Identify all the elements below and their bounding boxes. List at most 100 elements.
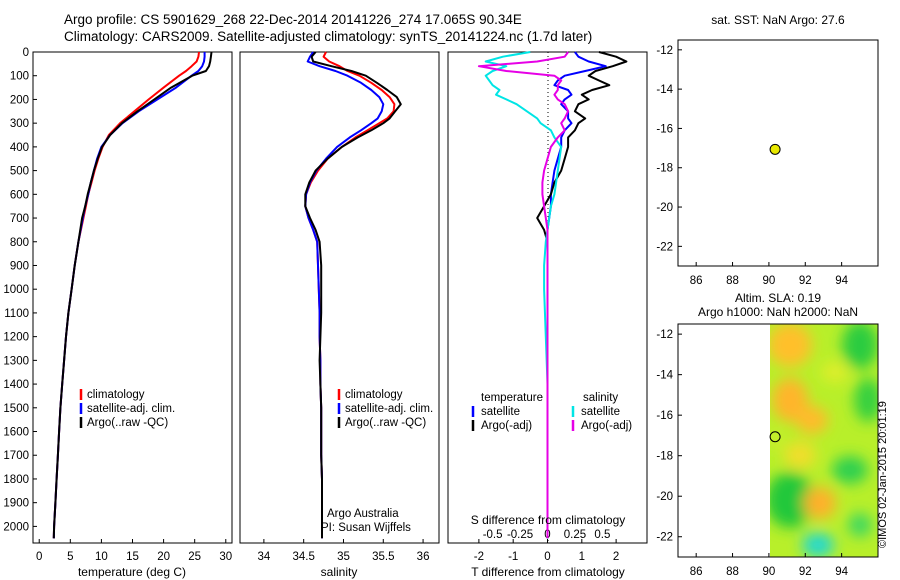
- xtick-label-30: 30: [219, 551, 232, 563]
- argo-position-marker: [769, 431, 781, 443]
- legend-label-argo-raw-qc: Argo(..raw -QC): [87, 417, 168, 429]
- sla-map-title-1: Altim. SLA: 0.19: [735, 291, 821, 305]
- map-ytick-label-12: -12: [656, 329, 673, 341]
- series-line-climatology: [52, 51, 200, 539]
- legend-label-satellite-adj-clim: satellite-adj. clim.: [345, 403, 433, 415]
- xtick-label-35: 35: [337, 551, 350, 563]
- temperature-xlabel: temperature (deg C): [78, 565, 186, 579]
- series-line-temperature-argo-adj: [536, 51, 628, 539]
- xtick-label-2: -2: [474, 551, 484, 563]
- ytick-label-900: 900: [10, 260, 29, 272]
- ytick-label-1600: 1600: [3, 427, 29, 439]
- map-ytick-label-16: -16: [656, 123, 673, 135]
- title-line-2: Climatology: CARS2009. Satellite-adjuste…: [64, 29, 593, 44]
- title-line-1: Argo profile: CS 5901629_268 22-Dec-2014…: [64, 12, 522, 27]
- map-ytick-label-12: -12: [656, 45, 673, 57]
- stick-label-0-25: -0.25: [507, 529, 533, 541]
- salinity-panel: 34 34.5 35 35.5 36 salinity climatology satel…: [239, 51, 440, 579]
- xtick-label-15: 15: [126, 551, 139, 563]
- map-xtick-label-88: 88: [726, 566, 739, 578]
- legend-label-temperature-satellite: satellite: [481, 406, 520, 418]
- imos-timestamp: ©IMOS 02-Jan-2015 20:01:19: [877, 401, 889, 548]
- map-xtick-label-94: 94: [835, 566, 848, 578]
- difference-legend: temperature satellite Argo(-adj) salinity sa…: [471, 392, 632, 432]
- sla-map-frame: [677, 323, 879, 558]
- map-ytick-label-18: -18: [656, 451, 673, 463]
- map-ytick-label-14: -14: [656, 84, 673, 96]
- map-ytick-label-22: -22: [656, 532, 673, 544]
- map-xtick-label-90: 90: [763, 275, 776, 287]
- ytick-label-800: 800: [10, 237, 29, 249]
- xtick-label-20: 20: [157, 551, 170, 563]
- ytick-label-0: 0: [23, 47, 29, 59]
- ytick-label-500: 500: [10, 166, 29, 178]
- difference-panel: -2 -1 0 1 2-0.5 -0.25 0 0.25 0.5 S difference fr…: [447, 51, 648, 579]
- xtick-label-0: 0: [36, 551, 42, 563]
- map-ytick-label-14: -14: [656, 370, 673, 382]
- map-xtick-label-86: 86: [690, 566, 703, 578]
- xtick-label-34-5: 34.5: [292, 551, 314, 563]
- ytick-label-100: 100: [10, 71, 29, 83]
- sla-map-title-2: Argo h1000: NaN h2000: NaN: [698, 305, 858, 319]
- legend-group-title-temperature: temperature: [481, 392, 543, 404]
- legend-label-salinity-argo-adj: Argo(-adj): [581, 420, 632, 432]
- temperature-legend: climatology satellite-adj. clim. Argo(..ra…: [79, 389, 175, 429]
- ytick-label-1400: 1400: [3, 379, 29, 391]
- legend-label-climatology: climatology: [87, 389, 145, 401]
- ytick-label-1800: 1800: [3, 474, 29, 486]
- salinity-legend: climatology satellite-adj. clim. Argo(..ra…: [337, 389, 433, 429]
- ytick-label-1500: 1500: [3, 403, 29, 415]
- xtick-label-5: 5: [67, 551, 73, 563]
- legend-label-satellite-adj-clim: satellite-adj. clim.: [87, 403, 175, 415]
- stick-label-0-25: 0.25: [564, 529, 586, 541]
- xtick-label-0: 0: [544, 551, 550, 563]
- sst-map-title: sat. SST: NaN Argo: 27.6: [711, 13, 845, 27]
- stick-label-0-5: 0.5: [594, 529, 610, 541]
- stick-label-0-5: -0.5: [483, 529, 503, 541]
- sla-heatmap: [770, 324, 878, 557]
- argo-position-marker: [769, 143, 781, 155]
- series-line-satellite-adj-clim: [52, 52, 206, 539]
- map-xtick-label-94: 94: [835, 275, 848, 287]
- xtick-label-36: 36: [417, 551, 430, 563]
- ytick-label-1000: 1000: [3, 284, 29, 296]
- xtick-label-35-5: 35.5: [372, 551, 394, 563]
- legend-label-argo-raw-qc: Argo(..raw -QC): [345, 417, 426, 429]
- sst-map-frame: [677, 39, 879, 267]
- xtick-label-1: -1: [508, 551, 518, 563]
- xtick-label-25: 25: [188, 551, 201, 563]
- sla-map-panel: Altim. SLA: 0.19 Argo h1000: NaN h2000: …: [656, 291, 879, 578]
- map-xtick-label-92: 92: [799, 566, 812, 578]
- ytick-label-1900: 1900: [3, 498, 29, 510]
- argo-australia-label: Argo Australia: [327, 508, 399, 520]
- map-xtick-label-92: 92: [799, 275, 812, 287]
- legend-label-climatology: climatology: [345, 389, 403, 401]
- map-xtick-label-86: 86: [690, 275, 703, 287]
- ytick-label-1100: 1100: [4, 308, 29, 320]
- map-xtick-label-88: 88: [726, 275, 739, 287]
- map-ytick-label-20: -20: [656, 491, 673, 503]
- map-ytick-label-20: -20: [656, 202, 673, 214]
- series-line-satellite-adj-clim: [304, 51, 385, 539]
- t-difference-xlabel: T difference from climatology: [471, 565, 625, 579]
- series-line-argo-raw-qc: [304, 51, 402, 539]
- sst-map-panel: sat. SST: NaN Argo: 27.6 -12 -14 -16 -18 -20…: [656, 13, 879, 287]
- s-difference-label: S difference from climatology: [471, 513, 626, 527]
- ytick-label-600: 600: [10, 189, 29, 201]
- temperature-panel: 0100200300400500600700800900100011001200…: [3, 47, 233, 579]
- xtick-label-34: 34: [257, 551, 270, 563]
- pi-name-label: PI: Susan Wijffels: [321, 522, 411, 534]
- salinity-frame: [239, 51, 440, 544]
- map-ytick-label-16: -16: [656, 410, 673, 422]
- legend-label-temperature-argo-adj: Argo(-adj): [481, 420, 532, 432]
- ytick-label-1700: 1700: [3, 450, 29, 462]
- temperature-frame: [32, 51, 233, 544]
- salinity-xlabel: salinity: [321, 565, 358, 579]
- map-ytick-label-22: -22: [656, 241, 673, 253]
- ytick-label-200: 200: [10, 94, 29, 106]
- map-ytick-label-18: -18: [656, 163, 673, 175]
- xtick-label-10: 10: [95, 551, 108, 563]
- xtick-label-1: 1: [579, 551, 585, 563]
- legend-group-title-salinity: salinity: [583, 392, 618, 404]
- ytick-label-300: 300: [10, 118, 29, 130]
